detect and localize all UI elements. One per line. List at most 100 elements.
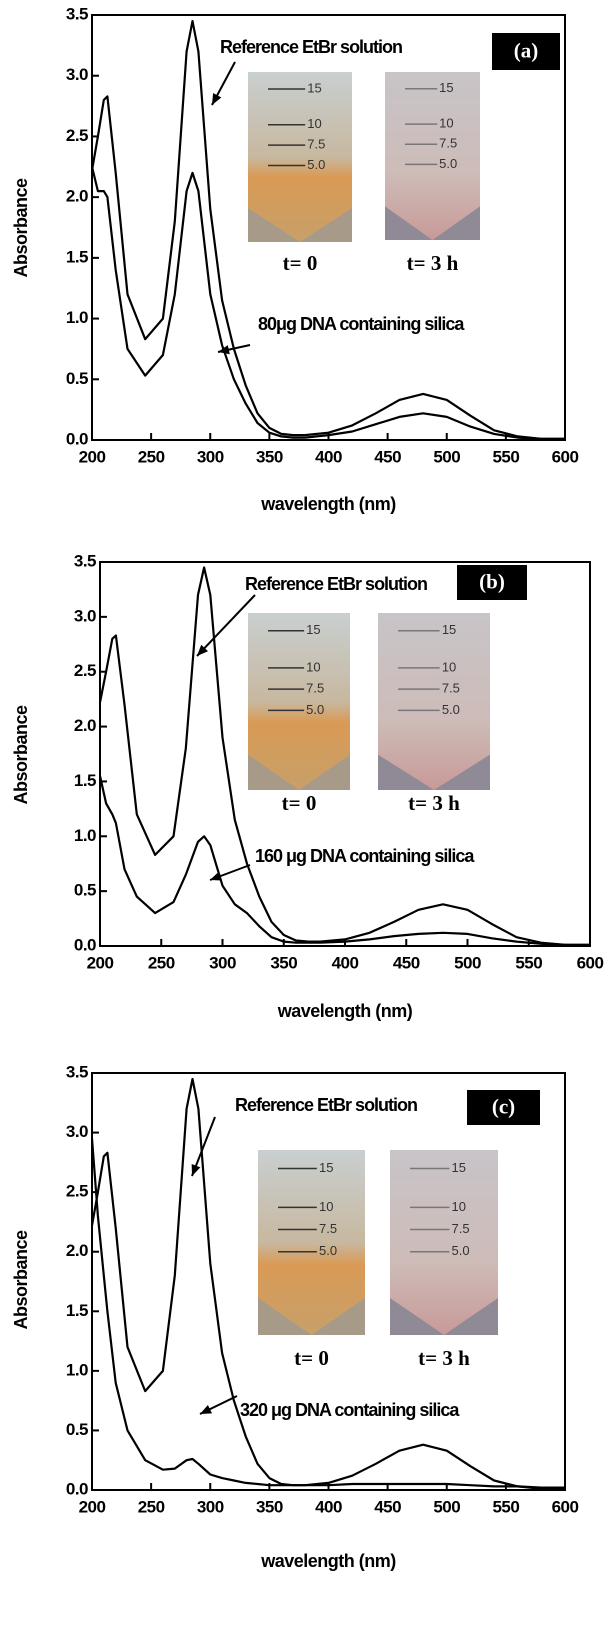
tube-mark-label: 15	[319, 1160, 333, 1175]
x-tick-label: 500	[433, 1497, 460, 1516]
tube-tip	[385, 206, 480, 240]
time-label: t= 3 h	[408, 791, 460, 815]
y-axis-label: Absorbance	[11, 178, 31, 278]
x-tick-label: 300	[197, 1497, 224, 1516]
tube-tip	[258, 1298, 365, 1335]
x-tick-label: 500	[454, 953, 481, 972]
x-tick-label: 300	[197, 447, 224, 466]
x-tick-label: 400	[315, 447, 342, 466]
x-tick-label: 550	[492, 1497, 519, 1516]
tube-mark-label: 7.5	[439, 136, 457, 151]
x-tick-label: 200	[79, 447, 106, 466]
tube-mark-label: 10	[306, 659, 320, 674]
x-axis-label: wavelength (nm)	[260, 1551, 396, 1571]
time-label: t= 3 h	[418, 1346, 470, 1370]
x-tick-label: 300	[209, 953, 236, 972]
y-tick-label: 2.0	[66, 1241, 88, 1260]
tube-tip	[378, 754, 490, 790]
line	[98, 775, 590, 946]
y-tick-label: 0.0	[74, 935, 96, 954]
x-tick-label: 600	[552, 1497, 579, 1516]
y-tick-label: 3.5	[74, 551, 96, 570]
annotation: Reference EtBr solution	[220, 37, 402, 57]
line	[98, 566, 590, 946]
photo	[248, 72, 352, 242]
x-tick-label: 450	[393, 953, 420, 972]
x-tick-label: 500	[433, 447, 460, 466]
tube-mark-label: 15	[439, 80, 453, 95]
tube-mark-label: 7.5	[452, 1221, 470, 1236]
line	[90, 20, 565, 440]
tube-mark-label: 7.5	[307, 137, 325, 152]
tube-mark-label: 5.0	[319, 1243, 337, 1258]
arrow	[196, 594, 256, 657]
x-tick-label: 400	[332, 953, 359, 972]
y-tick-label: 3.0	[66, 1122, 88, 1141]
y-tick-label: 0.0	[66, 429, 88, 448]
y-tick-label: 2.5	[66, 126, 88, 145]
tube-tip	[390, 1298, 498, 1335]
annotation: 80μg DNA containing silica	[258, 314, 465, 334]
x-tick-label: 350	[256, 1497, 283, 1516]
time-label: t= 0	[282, 791, 317, 815]
time-label: t= 0	[294, 1346, 329, 1370]
y-tick-label: 0.0	[66, 1479, 88, 1498]
tube-mark-label: 5.0	[442, 702, 460, 717]
tube-mark-label: 15	[452, 1160, 466, 1175]
x-tick-label: 600	[552, 447, 579, 466]
y-tick-label: 2.5	[74, 661, 96, 680]
time-label: t= 0	[283, 251, 318, 275]
x-tick-label: 550	[515, 953, 542, 972]
time-label: t= 3 h	[407, 251, 459, 275]
photo	[248, 613, 350, 790]
tube-tip	[248, 754, 350, 790]
y-tick-label: 3.5	[66, 1062, 88, 1081]
x-tick-label: 200	[79, 1497, 106, 1516]
y-tick-label: 2.0	[74, 716, 96, 735]
arrow-head	[210, 871, 222, 881]
panel-label-box	[457, 565, 527, 600]
annotation: Reference EtBr solution	[245, 574, 427, 594]
arrow-head	[200, 1404, 212, 1414]
arrow-head	[197, 644, 209, 656]
x-tick-label: 250	[138, 1497, 165, 1516]
y-tick-label: 1.5	[66, 1301, 88, 1320]
annotation: Reference EtBr solution	[235, 1095, 417, 1115]
y-tick-label: 1.0	[66, 308, 88, 327]
panel-label-box	[467, 1090, 540, 1125]
tube-mark-label: 5.0	[452, 1243, 470, 1258]
tube-mark-label: 15	[307, 80, 321, 95]
tube-tip	[248, 208, 352, 242]
photo	[390, 1150, 498, 1335]
x-tick-label: 550	[492, 447, 519, 466]
x-tick-label: 450	[374, 447, 401, 466]
tube-mark-label: 15	[306, 622, 320, 637]
tube-mark-label: 7.5	[306, 681, 324, 696]
tube-mark-label: 5.0	[306, 702, 324, 717]
tube-mark-label: 5.0	[439, 156, 457, 171]
panel-label: (b)	[479, 569, 505, 593]
tube-mark-label: 10	[307, 116, 321, 131]
y-axis-label: Absorbance	[11, 705, 31, 805]
x-axis-label: wavelength (nm)	[260, 494, 396, 514]
x-tick-label: 250	[148, 953, 175, 972]
x-tick-label: 600	[577, 953, 604, 972]
x-tick-label: 350	[256, 447, 283, 466]
y-tick-label: 1.0	[74, 826, 96, 845]
tube-mark-label: 10	[452, 1199, 466, 1214]
tube-mark-label: 10	[442, 659, 456, 674]
tube-mark-label: 10	[439, 116, 453, 131]
x-tick-label: 200	[87, 953, 114, 972]
arrow-head	[191, 1164, 201, 1176]
tube-mark-label: 7.5	[319, 1221, 337, 1236]
photo	[385, 72, 480, 240]
tube-mark-label: 5.0	[307, 157, 325, 172]
arrow-head	[212, 93, 222, 105]
panel-label: (a)	[514, 38, 539, 62]
y-tick-label: 3.5	[66, 4, 88, 23]
y-tick-label: 2.5	[66, 1182, 88, 1201]
tube-mark-label: 15	[442, 622, 456, 637]
x-tick-label: 250	[138, 447, 165, 466]
x-tick-label: 450	[374, 1497, 401, 1516]
